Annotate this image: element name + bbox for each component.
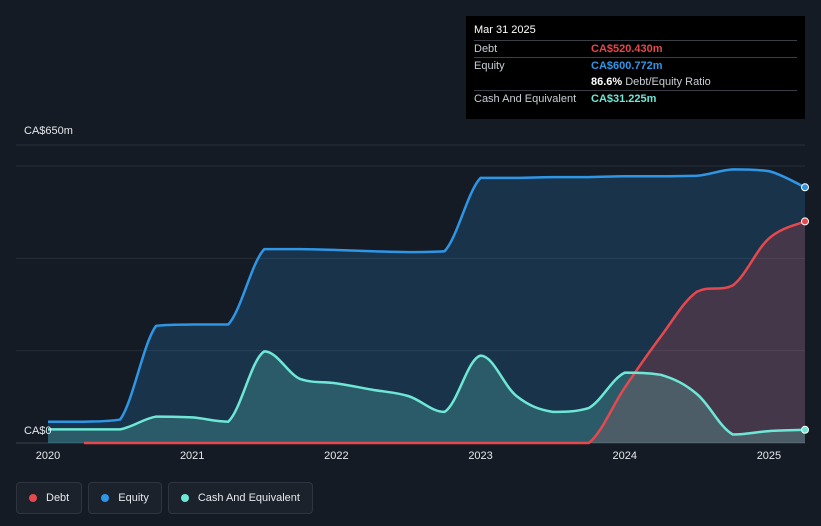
legend-item-debt[interactable]: Debt: [16, 482, 83, 514]
tooltip-cash-value: CA$31.225m: [591, 93, 657, 105]
tooltip-panel: Mar 31 2025 Debt CA$520.430m Equity CA$6…: [466, 16, 805, 119]
chart-end-markers: [47, 169, 809, 444]
y-axis-top-label: CA$650m: [24, 125, 73, 137]
point-cash-and-equivalent: [801, 425, 809, 434]
point-debt: [801, 217, 809, 226]
legend-item-cash[interactable]: Cash And Equivalent: [167, 482, 313, 514]
x-tick-label: 2024: [612, 450, 637, 462]
x-tick-label: 2025: [756, 450, 782, 462]
x-tick-label: 2022: [324, 450, 349, 462]
tooltip-date: Mar 31 2025: [474, 24, 536, 36]
chart-lines: [48, 168, 806, 445]
tooltip-debt-label: Debt: [474, 43, 498, 55]
legend-dot-debt: [29, 494, 37, 502]
legend-item-equity[interactable]: Equity: [88, 482, 162, 514]
x-tick-label: 2020: [35, 450, 61, 462]
tooltip-equity-value: CA$600.772m: [591, 60, 663, 72]
y-axis-bottom-label: CA$0: [24, 425, 52, 437]
legend-label-debt: Debt: [46, 492, 70, 504]
tooltip-row-ratio: 86.6% Debt/Equity Ratio: [474, 74, 797, 90]
legend-dot-equity: [101, 494, 110, 502]
legend-label-cash: Cash And Equivalent: [197, 492, 300, 504]
area-cash-and-equivalent: [48, 351, 805, 443]
x-tick-label: 2023: [468, 450, 493, 462]
tooltip-debt-value: CA$520.430m: [591, 43, 663, 55]
tooltip-row-debt: Debt CA$520.430m: [474, 40, 797, 57]
legend-dot-cash: [180, 494, 189, 502]
area-equity: [48, 169, 805, 443]
x-tick-label: 2021: [179, 450, 205, 462]
tooltip-equity-label: Equity: [474, 60, 505, 72]
tooltip-row-cash: Cash And Equivalent CA$31.225m: [474, 90, 797, 107]
tooltip-row-equity: Equity CA$600.772m: [474, 57, 797, 74]
legend-label-equity: Equity: [118, 492, 149, 504]
line-debt: [84, 220, 806, 445]
tooltip-cash-label: Cash And Equivalent: [474, 93, 577, 105]
line-equity: [48, 168, 806, 423]
chart-areas: [48, 169, 806, 443]
tooltip-ratio-value: 86.6%: [591, 76, 623, 88]
chart-legend: Debt Equity Cash And Equivalent: [16, 482, 313, 514]
line-cash-and-equivalent: [48, 350, 806, 436]
tooltip-ratio-text: Debt/Equity Ratio: [625, 76, 711, 88]
point-equity: [801, 183, 809, 192]
